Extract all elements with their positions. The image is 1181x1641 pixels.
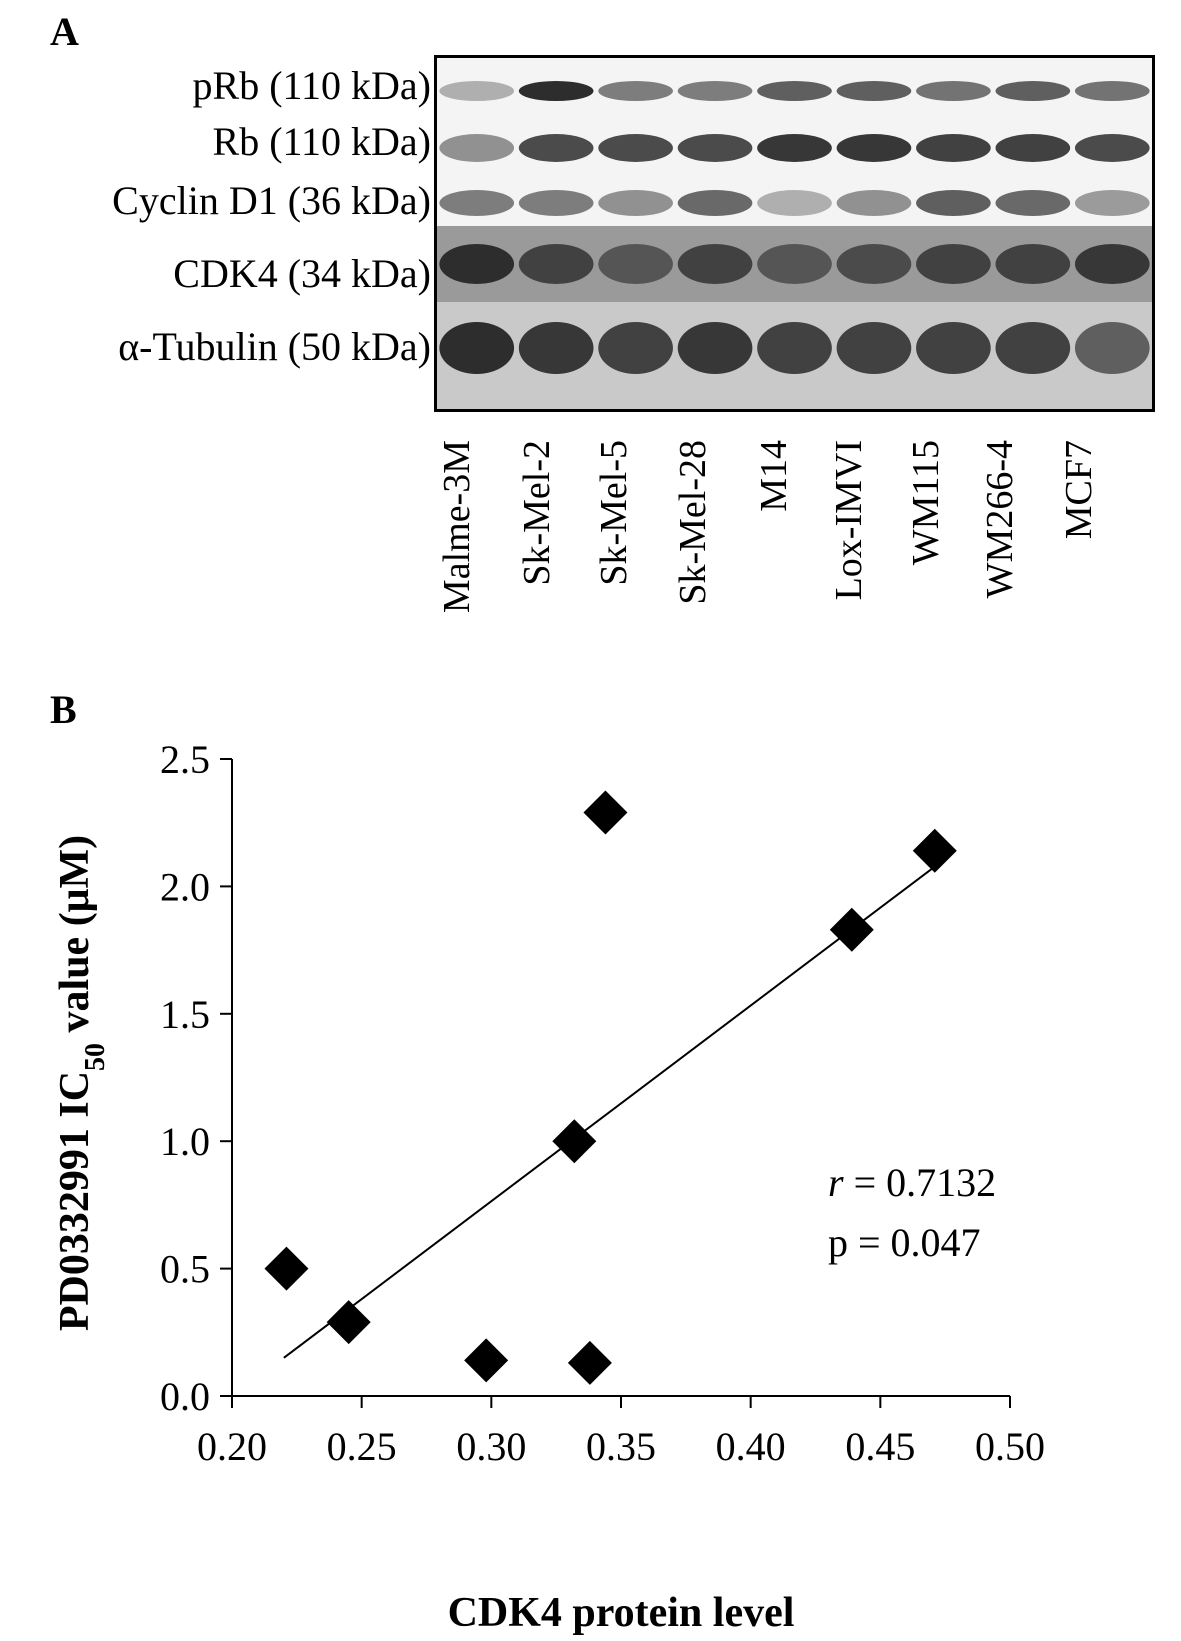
blot-band [439, 134, 515, 162]
y-axis-title-end: value (μM) [52, 835, 98, 1043]
panel-b-letter: B [50, 687, 77, 732]
x-axis-title: CDK4 protein level [448, 1590, 795, 1636]
blot-band [836, 322, 912, 374]
blot-band [757, 190, 832, 216]
blot-band [598, 190, 673, 216]
blot-band [836, 134, 912, 162]
data-point-diamond [552, 1119, 597, 1164]
chart-ticks: 0.20 0.25 0.30 0.35 0.40 0.45 0.50 0.0 0.5 1.0 1.5… [160, 737, 1045, 1469]
blot-band [518, 190, 594, 216]
blot-band [1074, 322, 1150, 374]
x-tick-label: 0.30 [456, 1424, 526, 1469]
blot-band [757, 134, 832, 162]
blot-row-label: Rb (110 kDa) [212, 119, 431, 164]
blot-band [916, 190, 991, 216]
blot-row-label: pRb (110 kDa) [192, 63, 431, 108]
blot-band [836, 81, 912, 101]
x-tick-label: 0.45 [845, 1424, 915, 1469]
y-tick-label: 1.5 [160, 992, 210, 1037]
blot-row-label: Cyclin D1 (36 kDa) [112, 178, 431, 223]
trendline [283, 867, 933, 1359]
data-point-diamond [829, 907, 874, 952]
blot-band [995, 81, 1071, 101]
blot-band [677, 322, 753, 374]
data-point-diamond [464, 1338, 509, 1383]
blot-band [598, 81, 673, 101]
blot-band [677, 134, 753, 162]
blot-band [598, 134, 673, 162]
blot-band [439, 81, 515, 101]
data-point-diamond [912, 828, 957, 873]
blot-band [995, 322, 1071, 374]
y-axis-title-main: PD0332991 IC [52, 1071, 98, 1331]
blot-band [677, 244, 753, 284]
western-blot-image [434, 55, 1155, 412]
x-tick-label: 0.35 [586, 1424, 656, 1469]
blot-band [439, 190, 515, 216]
blot-band [757, 244, 832, 284]
y-tick-label: 2.5 [160, 737, 210, 782]
blot-row-label: CDK4 (34 kDa) [173, 251, 431, 296]
y-tick-label: 1.0 [160, 1119, 210, 1164]
blot-band [1074, 244, 1150, 284]
data-point-diamond [567, 1340, 612, 1385]
x-tick-label: 0.25 [327, 1424, 397, 1469]
data-point-diamond [264, 1246, 309, 1291]
blot-band [598, 244, 673, 284]
blot-band [677, 190, 753, 216]
blot-band [916, 244, 991, 284]
y-tick-label: 2.0 [160, 864, 210, 909]
blot-band [836, 190, 912, 216]
blot-band [995, 244, 1071, 284]
blot-band [518, 244, 594, 284]
blot-band [677, 81, 753, 101]
blot-band [916, 81, 991, 101]
blot-band [518, 322, 594, 374]
x-tick-label: 0.40 [716, 1424, 786, 1469]
stat-r-symbol: r [828, 1160, 844, 1205]
blot-band [518, 134, 594, 162]
blot-band [439, 244, 515, 284]
y-tick-label: 0.5 [160, 1247, 210, 1292]
blot-band [598, 322, 673, 374]
blot-row-label: α-Tubulin (50 kDa) [118, 324, 431, 369]
blot-band [1074, 81, 1150, 101]
blot-band [995, 134, 1071, 162]
blot-band [757, 322, 832, 374]
blot-band [995, 190, 1071, 216]
y-tick-label: 0.0 [160, 1374, 210, 1419]
stat-p-annotation: p = 0.047 [828, 1220, 981, 1265]
y-axis-title: PD0332991 IC50 value (μM) [52, 835, 111, 1331]
stat-r-value: = 0.7132 [844, 1160, 997, 1205]
blot-band [1074, 134, 1150, 162]
trendline-group [283, 867, 933, 1359]
blot-band [757, 81, 832, 101]
blot-band [916, 134, 991, 162]
data-point-diamond [326, 1300, 371, 1345]
data-point-diamond [583, 790, 628, 835]
blot-band [439, 322, 515, 374]
stat-r-annotation: r = 0.7132 [828, 1160, 996, 1205]
blot-band [836, 244, 912, 284]
blot-band [518, 81, 594, 101]
x-tick-label: 0.50 [975, 1424, 1045, 1469]
blot-band [1074, 190, 1150, 216]
x-tick-label: 0.20 [197, 1424, 267, 1469]
data-points [264, 790, 957, 1385]
blot-bands [437, 81, 1152, 409]
blot-band [916, 322, 991, 374]
y-axis-title-subscript: 50 [80, 1043, 111, 1071]
panel-a-letter: A [50, 9, 79, 54]
